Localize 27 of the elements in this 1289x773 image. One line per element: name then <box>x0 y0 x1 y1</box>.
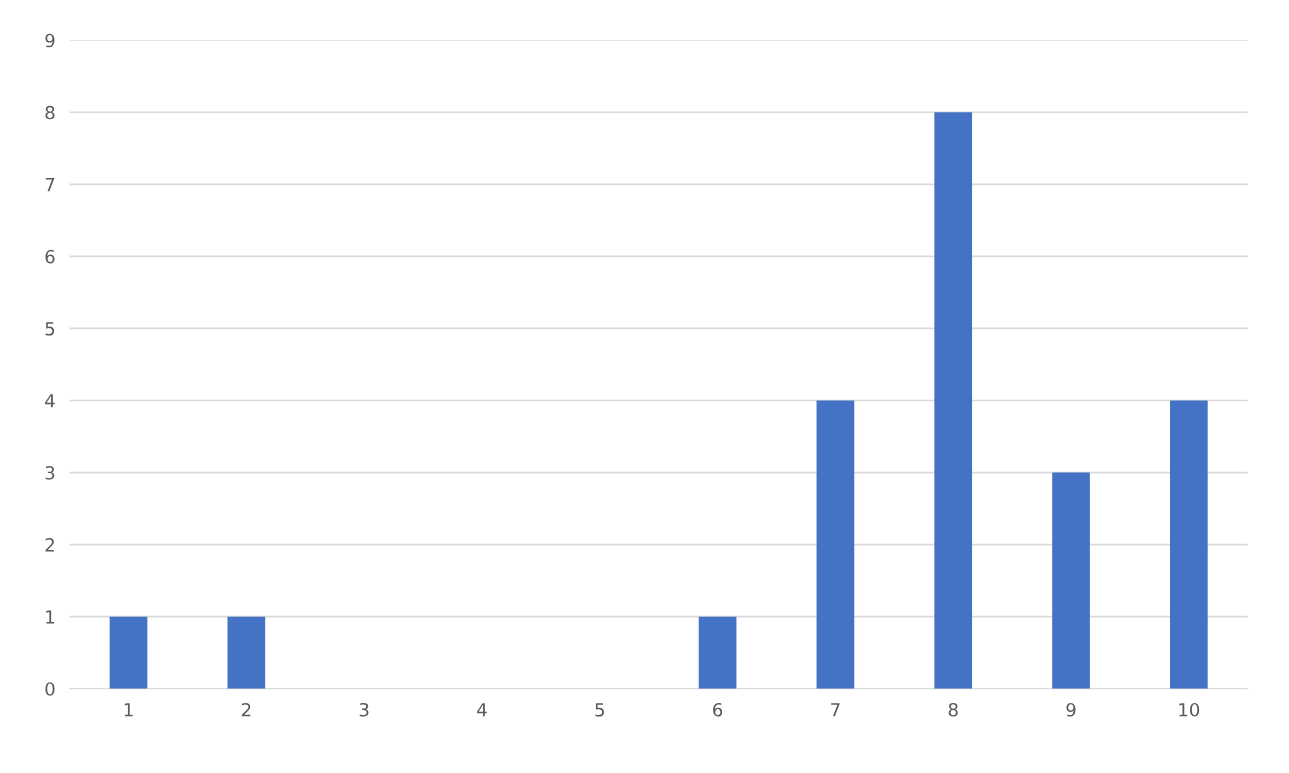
y-tick-label: 3 <box>45 466 55 480</box>
y-tick-label: 4 <box>45 394 55 408</box>
y-tick-label: 1 <box>46 610 55 624</box>
bar <box>109 616 148 689</box>
bar <box>1052 472 1090 689</box>
x-tick-label: 4 <box>477 703 487 717</box>
x-tick-label: 8 <box>948 702 958 717</box>
x-tick-label: 10 <box>1179 702 1200 717</box>
y-tick-label: 7 <box>45 178 55 192</box>
bar <box>227 616 266 689</box>
x-tick-label: 1 <box>124 703 133 717</box>
x-tick-label: 2 <box>241 702 251 717</box>
x-tick-label: 3 <box>359 702 369 717</box>
bar <box>698 616 737 689</box>
bar <box>816 400 855 689</box>
y-tick-label: 8 <box>45 105 55 120</box>
bar <box>1169 400 1208 689</box>
y-tick-label: 2 <box>45 538 54 552</box>
y-tick-label: 0 <box>45 682 55 696</box>
x-tick-label: 6 <box>713 702 723 717</box>
y-tick-label: 6 <box>45 249 55 264</box>
x-tick-label: 7 <box>831 703 840 717</box>
y-tick-label: 5 <box>45 322 55 336</box>
x-tick-label: 5 <box>595 703 604 717</box>
x-tick-label: 9 <box>1066 702 1076 717</box>
y-tick-label: 9 <box>45 33 55 48</box>
bar <box>934 112 973 689</box>
